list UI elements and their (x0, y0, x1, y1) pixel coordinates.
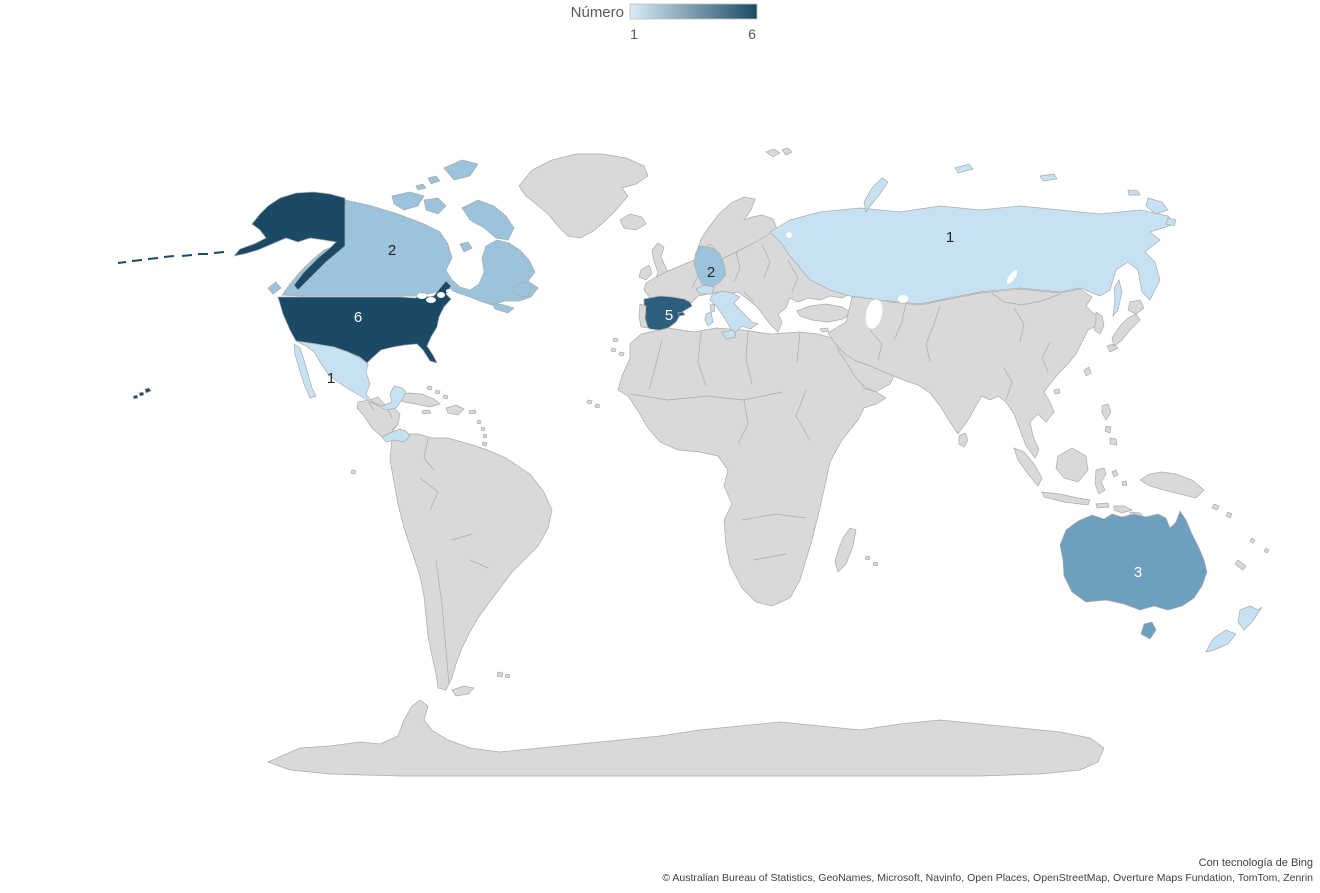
landmass-south-america[interactable] (389, 433, 553, 691)
landmass-madagascar[interactable] (834, 527, 857, 573)
internal-borders (367, 243, 1061, 685)
landmass-hainan[interactable] (1053, 388, 1061, 395)
landmass-portugal[interactable] (638, 303, 649, 329)
landmass-africa[interactable] (617, 327, 887, 607)
nz-south-island (1205, 629, 1237, 653)
country-panama[interactable] (381, 428, 411, 443)
lake-ladoga (786, 232, 792, 238)
aral-sea (898, 295, 908, 303)
landmass-newfoundland (512, 280, 533, 298)
landmass-hispaniola[interactable] (445, 404, 465, 416)
usa-aleutians (117, 251, 225, 264)
usa-hawaii (132, 387, 152, 400)
nz-north-island (1237, 605, 1263, 631)
landmass-lesser-antilles[interactable] (476, 419, 488, 454)
landmass-sri-lanka[interactable] (958, 432, 969, 448)
landmass-japan[interactable] (1106, 299, 1145, 353)
landmasses[interactable] (267, 147, 1270, 777)
country-italy[interactable] (704, 290, 759, 340)
country-germany[interactable] (693, 245, 727, 288)
italy-sardinia (704, 311, 714, 327)
landmass-sumatra[interactable] (1013, 447, 1043, 487)
legend: Número 1 6 (571, 3, 758, 42)
italy-sicily (721, 329, 737, 340)
landmass-taiwan[interactable] (1083, 366, 1092, 377)
spain-balearics (677, 311, 686, 317)
landmass-baffin-island (461, 199, 515, 241)
landmass-pacific-islands[interactable] (1211, 503, 1270, 571)
landmass-sakhalin (1112, 279, 1123, 318)
legend-max: 6 (748, 26, 756, 42)
landmass-ireland[interactable] (638, 264, 653, 281)
landmass-philippines[interactable] (1101, 403, 1118, 446)
landmass-moluccas[interactable] (1111, 469, 1128, 487)
landmass-cuba[interactable] (395, 392, 441, 408)
landmass-turkey[interactable] (796, 303, 852, 323)
landmass-svalbard[interactable] (765, 147, 793, 158)
country-australia[interactable] (1059, 510, 1208, 640)
bing-attribution: Con tecnología de Bing (1199, 857, 1313, 869)
landmass-arctic-islands (954, 163, 1177, 227)
landmass-new-guinea[interactable] (1139, 471, 1205, 499)
landmass-greenland[interactable] (518, 153, 649, 239)
australia-tasmania (1140, 621, 1157, 640)
landmass-tierra-del-fuego[interactable] (451, 685, 475, 697)
caspian-sea (865, 299, 883, 329)
label-canada: 2 (388, 242, 396, 259)
usa-alaska (233, 191, 346, 291)
landmass-victoria-island (391, 191, 425, 211)
landmass-indian-ocean-islands[interactable] (864, 555, 879, 567)
country-new-zealand[interactable] (1205, 605, 1263, 653)
map-attribution: Con tecnología de Bing © Australian Bure… (662, 857, 1313, 884)
legend-title: Número (571, 4, 624, 21)
country-switzerland[interactable] (695, 284, 715, 295)
data-providers-attribution: © Australian Bureau of Statistics, GeoNa… (662, 872, 1313, 884)
landmass-nova-scotia (491, 302, 515, 314)
lake-baikal (1006, 270, 1018, 284)
landmass-puerto-rico[interactable] (468, 409, 477, 415)
landmass-southampton (459, 241, 473, 253)
label-mexico: 1 (327, 370, 335, 387)
legend-gradient-bar (629, 3, 758, 20)
label-germany: 2 (707, 264, 715, 281)
landmass-atlantic-islands[interactable] (350, 337, 625, 475)
landmass-java[interactable] (1041, 491, 1091, 506)
label-australia: 3 (1134, 564, 1142, 581)
landmass-bahamas[interactable] (426, 385, 449, 400)
mexico-baja (293, 343, 317, 399)
landmass-vancouver-island (267, 281, 282, 295)
landmass-borneo[interactable] (1055, 447, 1089, 483)
label-russia: 1 (946, 229, 954, 246)
landmass-ellesmere (415, 159, 479, 191)
landmass-asia[interactable] (827, 288, 1101, 459)
landmass-falklands[interactable] (496, 671, 511, 679)
country-canada[interactable] (267, 159, 539, 314)
country-mexico[interactable] (293, 340, 407, 411)
label-usa: 6 (354, 309, 362, 326)
landmass-devon-island (423, 197, 447, 215)
landmass-antarctica[interactable] (267, 699, 1105, 777)
map-value-labels: 2 6 1 1 2 5 3 (327, 229, 1142, 581)
landmass-novaya-zemlya (863, 177, 889, 213)
landmass-iceland[interactable] (619, 213, 647, 231)
legend-min: 1 (630, 26, 638, 42)
landmass-sulawesi[interactable] (1094, 467, 1107, 495)
label-spain: 5 (665, 307, 673, 324)
country-russia[interactable] (769, 163, 1177, 318)
landmass-corsica (709, 303, 716, 313)
landmass-jamaica[interactable] (421, 409, 432, 415)
lakes (417, 232, 1018, 329)
landmass-korea[interactable] (1093, 311, 1105, 335)
